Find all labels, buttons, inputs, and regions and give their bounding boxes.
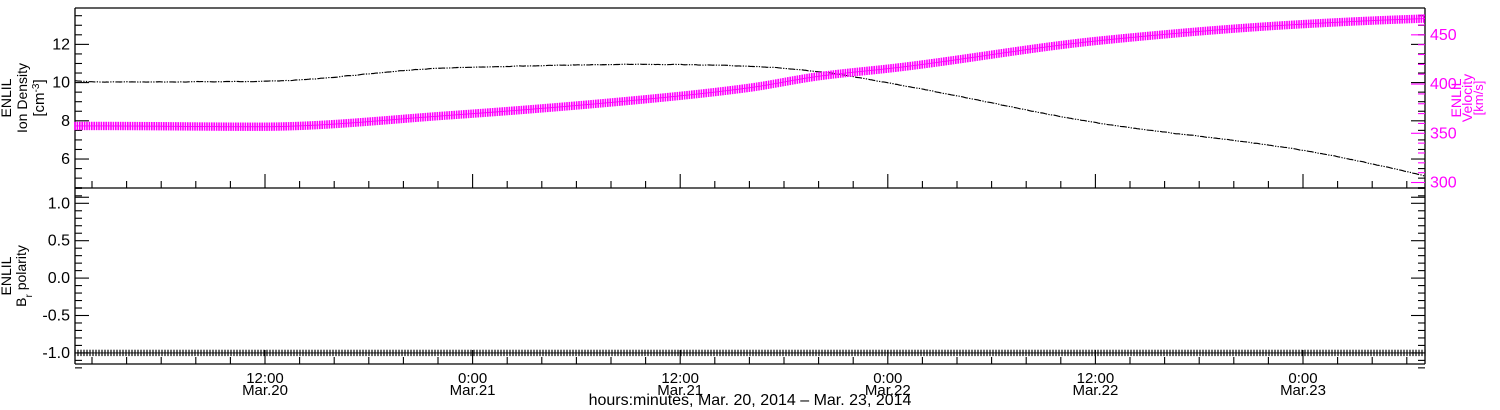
svg-text:Ion Density: Ion Density [14,63,30,133]
svg-text:8: 8 [61,113,70,130]
svg-text:12: 12 [52,36,70,53]
svg-text:0.5: 0.5 [48,233,70,250]
svg-text:300: 300 [1430,175,1457,192]
svg-text:Mar.21: Mar.21 [450,382,496,399]
svg-text:ENLIL: ENLIL [0,78,14,117]
svg-text:[km/s]: [km/s] [1471,81,1486,116]
svg-text:Mar.23: Mar.23 [1280,382,1326,399]
svg-text:450: 450 [1430,27,1457,44]
svg-text:0.0: 0.0 [48,270,70,287]
svg-text:-0.5: -0.5 [42,308,70,325]
svg-text:1.0: 1.0 [48,195,70,212]
svg-text:Mar.20: Mar.20 [242,382,288,399]
svg-text:hours:minutes, Mar. 20, 2014 –: hours:minutes, Mar. 20, 2014 – Mar. 23, … [589,392,912,409]
svg-text:10: 10 [52,75,70,92]
svg-text:-1.0: -1.0 [42,345,70,362]
svg-text:ENLIL: ENLIL [0,256,14,295]
svg-text:6: 6 [61,151,70,168]
svg-text:Mar.22: Mar.22 [1072,382,1118,399]
svg-text:350: 350 [1430,125,1457,142]
